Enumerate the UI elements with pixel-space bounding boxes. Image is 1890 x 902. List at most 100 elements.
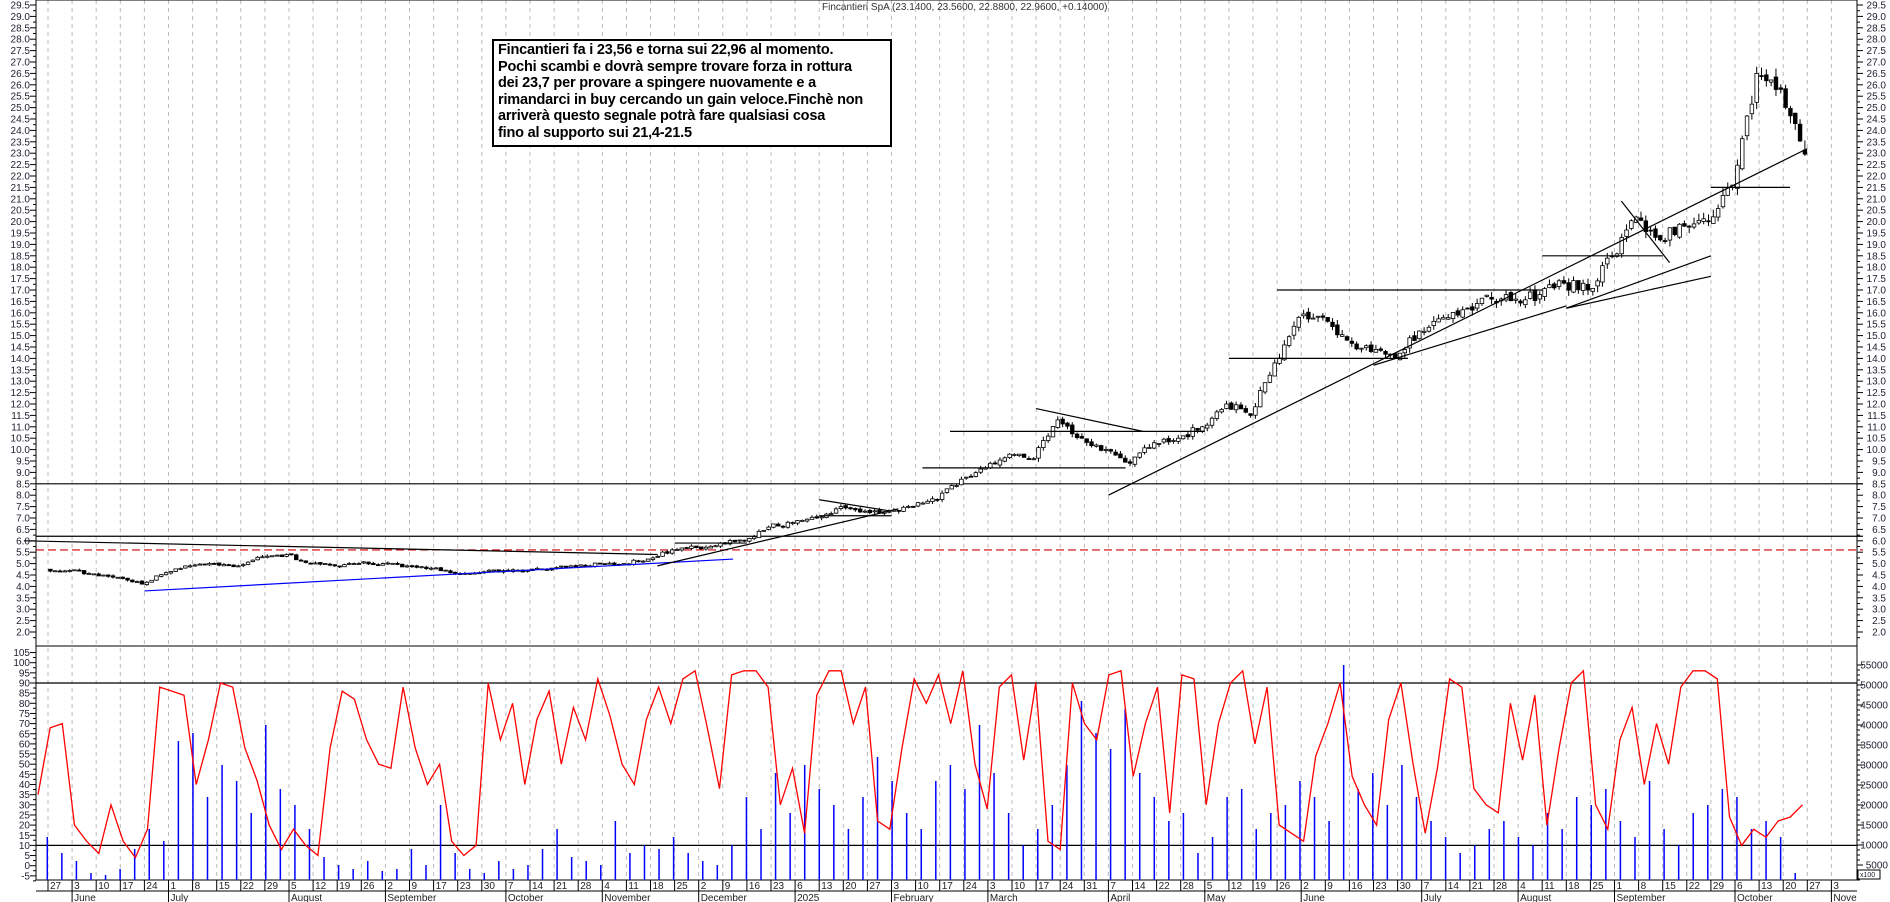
candle-body	[747, 538, 752, 542]
candle-body	[154, 575, 159, 581]
candle-body	[1590, 287, 1596, 292]
y-tick-label: 12.0	[11, 400, 31, 411]
candle-body	[645, 558, 651, 562]
candle-body	[371, 562, 376, 566]
x-tick-label: 24	[1062, 881, 1074, 892]
month-label: September	[387, 893, 437, 902]
x-tick-label: 15	[219, 881, 231, 892]
y-tick-label: 7.5	[1872, 502, 1886, 513]
candle-body	[766, 526, 771, 530]
indicator-panel	[35, 645, 1858, 881]
y-tick-label: 21.0	[1867, 194, 1887, 205]
candle-body	[896, 509, 901, 512]
y-tick-label: 3.0	[1872, 605, 1886, 616]
y-tick-label: 20.5	[11, 206, 31, 217]
candle-body	[1325, 317, 1330, 322]
candle-body	[1788, 108, 1793, 117]
y-tick-label: 5.0	[1872, 559, 1886, 570]
x-tick-label: 21	[556, 881, 568, 892]
osc-tick-label: 15	[19, 831, 31, 842]
osc-tick-label: 105	[13, 648, 30, 659]
candle-body	[1773, 76, 1779, 90]
y-tick-label: 16.0	[11, 308, 31, 319]
y-tick-label: 26.0	[11, 80, 31, 91]
x-tick-label: 25	[677, 881, 689, 892]
y-tick-label: 17.0	[11, 286, 31, 297]
x-tick-label: 6	[797, 881, 803, 892]
y-tick-label: 3.5	[16, 593, 30, 604]
candle-body	[433, 567, 439, 570]
x-tick-label: 9	[412, 881, 418, 892]
candle-body	[115, 576, 121, 579]
candle-body	[906, 506, 911, 508]
x-tick-label: 18	[1568, 881, 1580, 892]
candle-body	[1036, 447, 1041, 459]
candle-body	[1383, 351, 1388, 355]
y-tick-label: 28.5	[11, 23, 31, 34]
candle-body	[207, 563, 212, 566]
candle-body	[1417, 330, 1422, 340]
candle-body	[1527, 291, 1533, 299]
candle-body	[771, 523, 776, 528]
candle-body	[101, 574, 106, 577]
candle-body	[298, 559, 304, 562]
candle-body	[1200, 426, 1205, 432]
note-line: dei 23,7 per provare a spingere nuovamen…	[498, 75, 816, 92]
x-tick-label: 23	[773, 881, 785, 892]
y-tick-label: 8.5	[1872, 479, 1886, 490]
candle-body	[385, 562, 391, 565]
candle-body	[1754, 73, 1759, 103]
y-tick-label: 9.5	[1872, 457, 1886, 468]
y-tick-label: 18.0	[1867, 263, 1887, 274]
y-tick-label: 21.0	[11, 194, 31, 205]
candle-body	[1248, 413, 1253, 416]
candle-body	[1513, 298, 1518, 301]
y-tick-label: 14.0	[11, 354, 31, 365]
candle-body	[1662, 240, 1668, 242]
osc-tick-label: 20	[19, 821, 31, 832]
y-tick-label: 27.5	[1867, 46, 1887, 57]
candle-body	[1576, 280, 1581, 291]
candle-body	[284, 554, 289, 557]
x-tick-label: 29	[267, 881, 279, 892]
candle-body	[1151, 442, 1157, 449]
x-tick-label: 28	[1183, 881, 1195, 892]
candle-body	[1335, 324, 1340, 336]
candle-body	[573, 565, 578, 567]
candle-body	[1691, 223, 1697, 228]
y-tick-label: 12.5	[11, 388, 31, 399]
osc-tick-label: 55	[19, 750, 31, 761]
x-tick-label: 17	[942, 881, 954, 892]
candle-body	[260, 556, 265, 559]
annotation-note[interactable]: Fincantieri fa i 23,56 e torna sui 22,96…	[492, 39, 892, 147]
y-tick-label: 26.5	[1867, 69, 1887, 80]
x-tick-label: 9	[725, 881, 731, 892]
note-line: arriverà questo segnale potrà fare quals…	[498, 108, 826, 125]
x-tick-label: 14	[532, 881, 544, 892]
y-tick-label: 5.0	[16, 559, 30, 570]
y-tick-label: 9.0	[16, 468, 30, 479]
candle-body	[1407, 337, 1412, 349]
candle-body	[168, 571, 174, 574]
candle-body	[1142, 447, 1147, 453]
candle-body	[289, 553, 294, 556]
y-tick-label: 20.0	[11, 217, 31, 228]
x-tick-label: 31	[1086, 881, 1098, 892]
month-label: June	[74, 893, 96, 902]
y-tick-label: 24.0	[11, 126, 31, 137]
candle-body	[1229, 402, 1234, 410]
y-tick-label: 6.5	[1872, 525, 1886, 536]
candle-body	[443, 569, 448, 572]
trendline	[144, 558, 734, 592]
candle-body	[1566, 282, 1571, 291]
y-tick-label: 22.5	[1867, 160, 1887, 171]
candle-body	[1301, 313, 1306, 317]
osc-tick-label: 10	[19, 841, 31, 852]
y-tick-label: 2.5	[1872, 616, 1886, 627]
y-tick-label: 9.0	[1872, 468, 1886, 479]
candle-body	[776, 523, 781, 527]
x-tick-label: 7	[508, 881, 514, 892]
candle-body	[1518, 300, 1523, 304]
y-tick-label: 29.5	[11, 1, 31, 12]
